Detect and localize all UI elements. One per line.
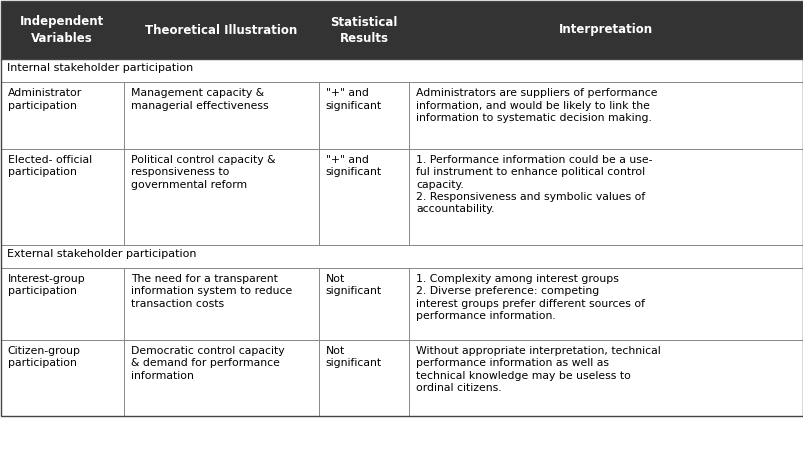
Text: "+" and
significant: "+" and significant xyxy=(325,88,381,111)
Text: Democratic control capacity
& demand for performance
information: Democratic control capacity & demand for… xyxy=(130,346,283,381)
Bar xyxy=(1,149,802,245)
Text: Administrators are suppliers of performance
information, and would be likely to : Administrators are suppliers of performa… xyxy=(416,88,657,123)
Text: "+" and
significant: "+" and significant xyxy=(325,155,381,177)
Text: Independent
Variables: Independent Variables xyxy=(20,15,104,45)
Bar xyxy=(1,245,802,268)
Bar xyxy=(1,340,802,416)
Text: Statistical
Results: Statistical Results xyxy=(330,15,397,45)
Bar xyxy=(124,1,318,59)
Text: Interest-group
participation: Interest-group participation xyxy=(8,274,85,297)
Bar xyxy=(1,59,802,82)
Text: Administrator
participation: Administrator participation xyxy=(8,88,82,111)
Bar xyxy=(1,1,124,59)
Text: The need for a transparent
information system to reduce
transaction costs: The need for a transparent information s… xyxy=(130,274,291,309)
Text: Political control capacity &
responsiveness to
governmental reform: Political control capacity & responsiven… xyxy=(130,155,275,189)
Text: 1. Complexity among interest groups
2. Diverse preference: competing
interest gr: 1. Complexity among interest groups 2. D… xyxy=(416,274,645,321)
Text: Interpretation: Interpretation xyxy=(558,23,653,36)
Text: Citizen-group
participation: Citizen-group participation xyxy=(8,346,80,369)
Text: Without appropriate interpretation, technical
performance information as well as: Without appropriate interpretation, tech… xyxy=(416,346,660,393)
Bar xyxy=(1,82,802,149)
Bar xyxy=(409,1,802,59)
Text: Management capacity &
managerial effectiveness: Management capacity & managerial effecti… xyxy=(130,88,268,111)
Text: External stakeholder participation: External stakeholder participation xyxy=(6,249,196,259)
Text: Not
significant: Not significant xyxy=(325,274,381,297)
Text: Elected- official
participation: Elected- official participation xyxy=(8,155,92,177)
Bar xyxy=(318,1,409,59)
Text: Theoretical Illustration: Theoretical Illustration xyxy=(145,23,297,36)
Text: 1. Performance information could be a use-
ful instrument to enhance political c: 1. Performance information could be a us… xyxy=(416,155,652,214)
Bar xyxy=(1,268,802,340)
Text: Not
significant: Not significant xyxy=(325,346,381,369)
Text: Internal stakeholder participation: Internal stakeholder participation xyxy=(6,63,193,73)
